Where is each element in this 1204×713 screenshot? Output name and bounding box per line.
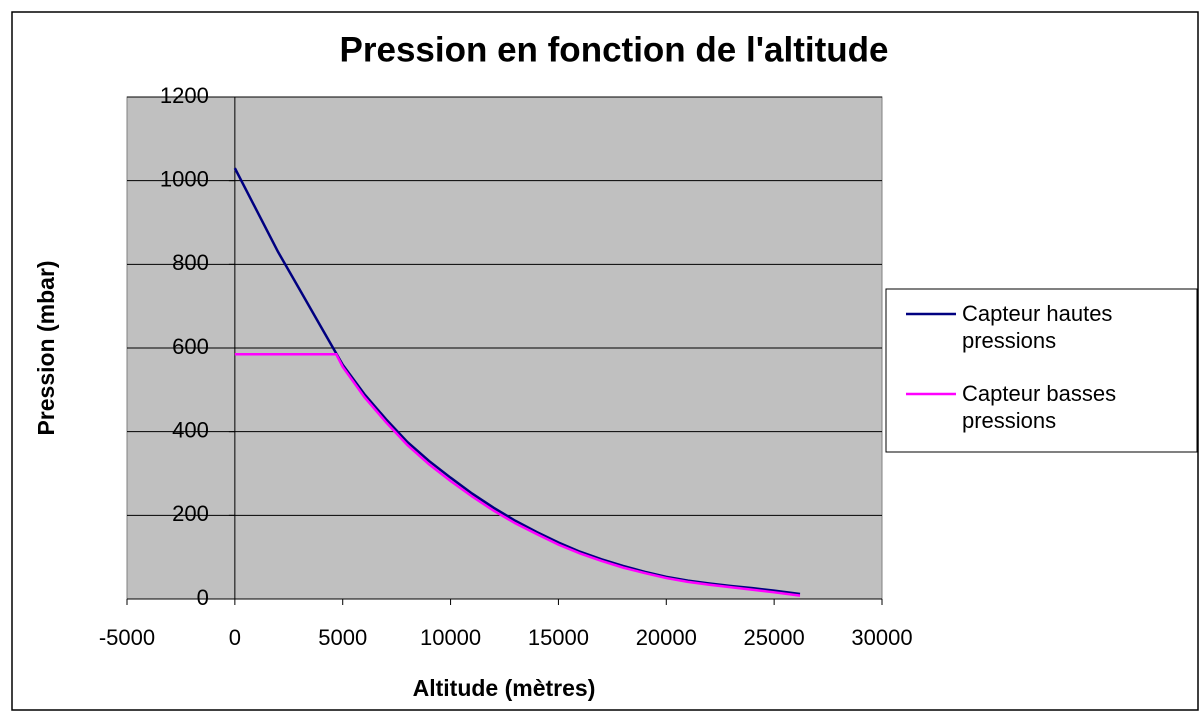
- y-tick-label: 600: [172, 334, 209, 359]
- x-tick-label: 5000: [318, 625, 367, 650]
- x-tick-label: 30000: [851, 625, 912, 650]
- chart-title: Pression en fonction de l'altitude: [340, 30, 889, 69]
- x-tick-label: 25000: [744, 625, 805, 650]
- x-tick-label: 0: [229, 625, 241, 650]
- y-tick-label: 1200: [160, 83, 209, 108]
- x-tick-label: 10000: [420, 625, 481, 650]
- y-axis-label: Pression (mbar): [33, 260, 59, 435]
- y-tick-label: 200: [172, 501, 209, 526]
- x-tick-label: 15000: [528, 625, 589, 650]
- series-line: [234, 353, 801, 597]
- x-axis-label: Altitude (mètres): [413, 675, 596, 701]
- x-tick-label: 20000: [636, 625, 697, 650]
- y-tick-label: 800: [172, 250, 209, 275]
- legend: [885, 288, 1198, 453]
- legend-label: Capteur basses pressions: [962, 381, 1117, 433]
- y-tick-label: 1000: [160, 166, 209, 191]
- x-tick-label: -5000: [99, 625, 155, 650]
- legend-label: Capteur hautes pressions: [962, 301, 1113, 353]
- y-tick-label: 400: [172, 417, 209, 442]
- y-tick-label: 0: [197, 585, 209, 610]
